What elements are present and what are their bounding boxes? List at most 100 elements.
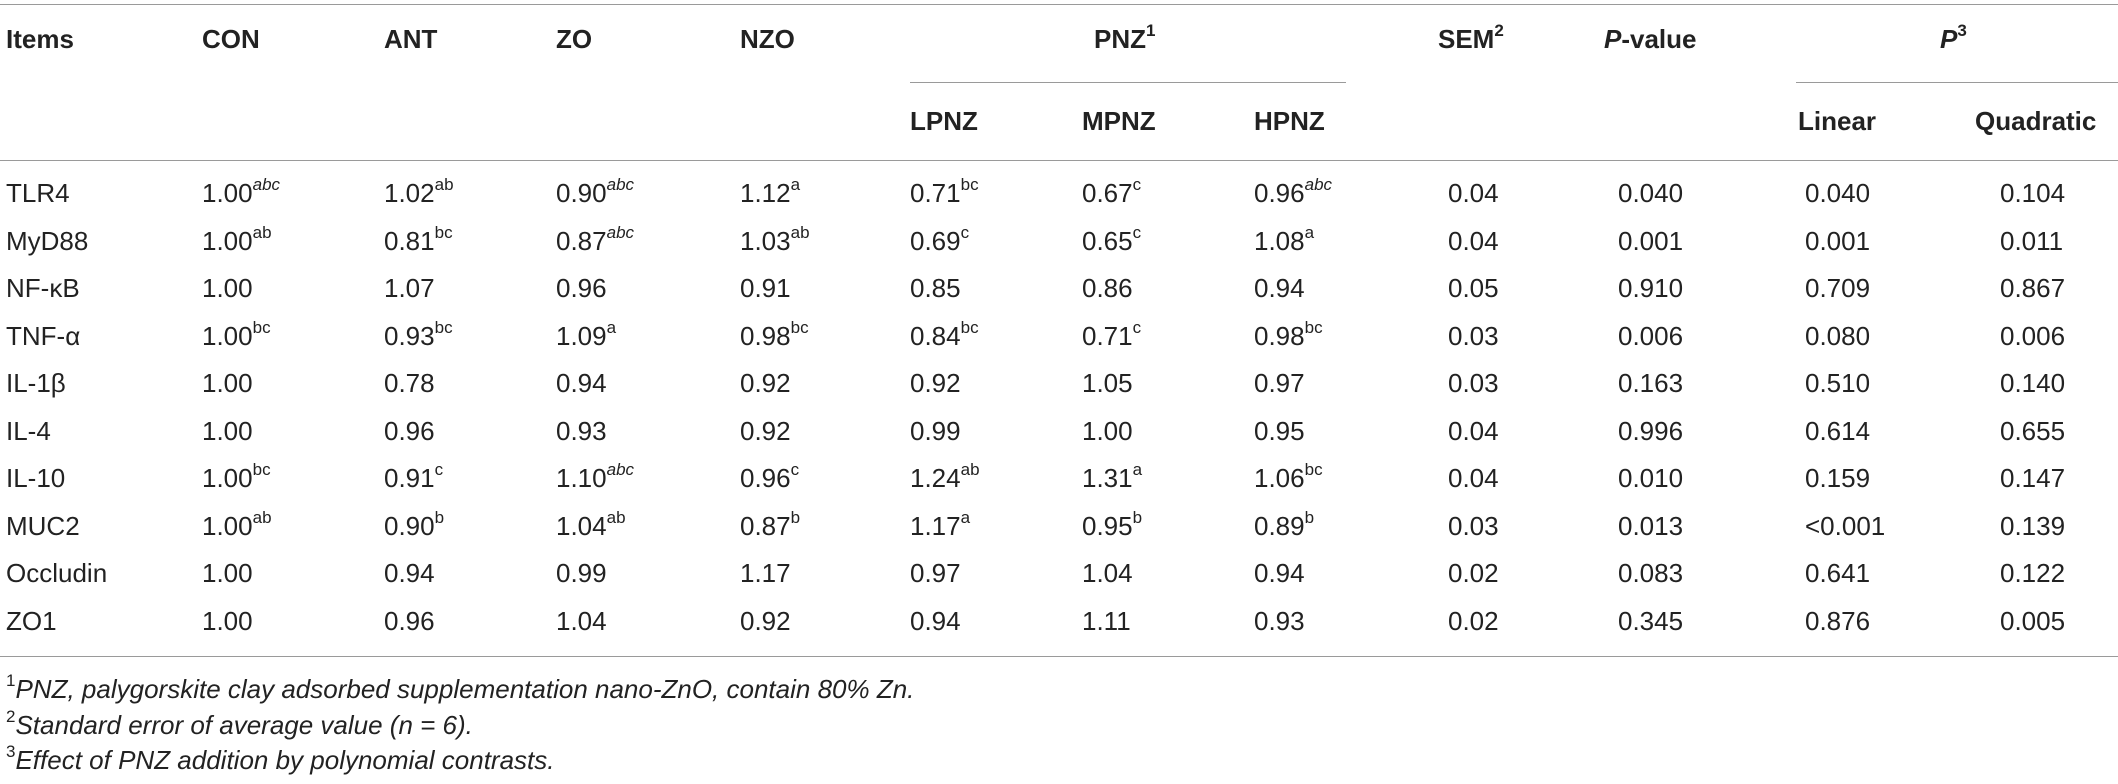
table-cell: 0.02 — [1448, 558, 1499, 588]
significance-letters: bc — [1304, 460, 1323, 480]
cell-value: 0.03 — [1448, 511, 1499, 541]
significance-letters: bc — [790, 318, 809, 338]
table-cell: 0.94 — [384, 558, 435, 588]
significance-letters: bc — [960, 318, 979, 338]
cell-value: 0.996 — [1618, 416, 1684, 446]
table-cell: 0.67c — [1082, 176, 1141, 208]
cell-value: 0.02 — [1448, 558, 1499, 588]
cell-value: 0.93 — [384, 321, 435, 351]
table-cell: 0.81bc — [384, 223, 453, 256]
cell-value: 1.07 — [384, 273, 435, 303]
table-cell: 1.03ab — [740, 224, 810, 256]
significance-letters: bc — [434, 223, 453, 243]
table-cell: 0.006 — [1618, 321, 1683, 351]
table-cell: 0.85 — [910, 273, 961, 303]
cell-value: 0.159 — [1805, 463, 1871, 493]
cell-value: 0.05 — [1448, 273, 1499, 303]
cell-value: 1.11 — [1082, 606, 1131, 636]
table-cell: 0.345 — [1618, 606, 1683, 636]
cell-value: 1.05 — [1082, 368, 1133, 398]
header-bottom-rule — [0, 160, 2118, 161]
table-cell: 1.07 — [384, 273, 435, 303]
table-cell: 0.001 — [1805, 226, 1870, 256]
table-cell: 0.006 — [2000, 321, 2065, 351]
table-cell: 0.013 — [1618, 511, 1683, 541]
significance-letters: ab — [434, 175, 454, 195]
cell-value: 0.04 — [1448, 463, 1499, 493]
cell-value: 0.709 — [1805, 273, 1871, 303]
table-cell: 0.93 — [556, 416, 607, 446]
table-cell: 0.96abc — [1254, 176, 1332, 208]
cell-value: 0.91 — [384, 463, 435, 493]
table-cell: 0.04 — [1448, 226, 1499, 256]
cell-value: 0.641 — [1805, 558, 1871, 588]
cell-value: 0.083 — [1618, 558, 1684, 588]
table-cell: 0.93 — [1254, 606, 1305, 636]
cell-value: 1.00 — [202, 368, 253, 398]
table-cell: 0.69c — [910, 224, 969, 256]
table-cell: 0.104 — [2000, 178, 2065, 208]
significance-letters: b — [1304, 508, 1315, 528]
header-linear: Linear — [1798, 106, 1877, 136]
significance-letters: ab — [606, 508, 626, 528]
cell-value: 1.00 — [202, 416, 253, 446]
table-cell: 0.97 — [1254, 368, 1305, 398]
cell-value: 1.00 — [202, 178, 253, 208]
cell-value: 0.90 — [556, 178, 607, 208]
cell-value: 0.97 — [910, 558, 961, 588]
table-cell: 0.99 — [556, 558, 607, 588]
table-cell: 0.97 — [910, 558, 961, 588]
table-cell: 1.00bc — [202, 460, 271, 493]
table-cell: 0.96c — [740, 461, 799, 493]
table-cell: 0.91 — [740, 273, 791, 303]
table-cell: 0.89b — [1254, 508, 1315, 541]
pnz-group-rule — [910, 82, 1346, 83]
cell-value: 0.001 — [1805, 226, 1871, 256]
cell-value: 0.95 — [1082, 511, 1133, 541]
cell-value: 0.94 — [556, 368, 607, 398]
table-cell: 1.04 — [556, 606, 607, 636]
significance-letters: b — [1132, 508, 1143, 528]
cell-value: 1.00 — [1082, 416, 1133, 446]
table-cell: 0.641 — [1805, 558, 1870, 588]
cell-value: 1.00 — [202, 226, 253, 256]
significance-letters: bc — [252, 460, 271, 480]
table-cell: 0.94 — [1254, 558, 1305, 588]
cell-value: 0.92 — [740, 368, 791, 398]
table-cell: 0.87b — [740, 508, 801, 541]
cell-value: 0.147 — [2000, 463, 2066, 493]
cell-value: 0.02 — [1448, 606, 1499, 636]
table-cell: 0.910 — [1618, 273, 1683, 303]
cell-value: 0.910 — [1618, 273, 1684, 303]
header-pnz: PNZ1 — [1094, 21, 1156, 54]
table-cell: 0.709 — [1805, 273, 1870, 303]
cell-value: 0.98 — [740, 321, 791, 351]
cell-value: 0.71 — [1082, 321, 1133, 351]
cell-value: 1.24 — [910, 463, 961, 493]
cell-value: 1.00 — [202, 511, 253, 541]
significance-letters: b — [790, 508, 801, 528]
table-cell: 0.011 — [2000, 226, 2063, 256]
cell-value: 1.00 — [202, 606, 253, 636]
table-cell: 0.140 — [2000, 368, 2065, 398]
table-cell: 0.040 — [1805, 178, 1870, 208]
cell-value: 0.86 — [1082, 273, 1133, 303]
header-pvalue: P-value — [1604, 24, 1697, 54]
table-cell: 1.00 — [202, 368, 253, 398]
table-cell: 0.04 — [1448, 463, 1499, 493]
cell-value: 0.96 — [1254, 178, 1305, 208]
table-cell: 0.94 — [910, 606, 961, 636]
cell-value: 0.92 — [740, 416, 791, 446]
table-cell: 0.99 — [910, 416, 961, 446]
table-cell: 0.92 — [740, 606, 791, 636]
table-cell: 0.71c — [1082, 319, 1141, 351]
cell-value: 0.67 — [1082, 178, 1133, 208]
cell-value: 0.040 — [1805, 178, 1871, 208]
cell-value: 0.85 — [910, 273, 961, 303]
header-quadratic: Quadratic — [1975, 106, 2097, 136]
cell-value: 0.006 — [2000, 321, 2066, 351]
p3-group-rule — [1796, 82, 2118, 83]
cell-value: 0.97 — [1254, 368, 1305, 398]
table-cell: 0.04 — [1448, 416, 1499, 446]
footnote-3: 3Effect of PNZ addition by polynomial co… — [6, 742, 555, 775]
